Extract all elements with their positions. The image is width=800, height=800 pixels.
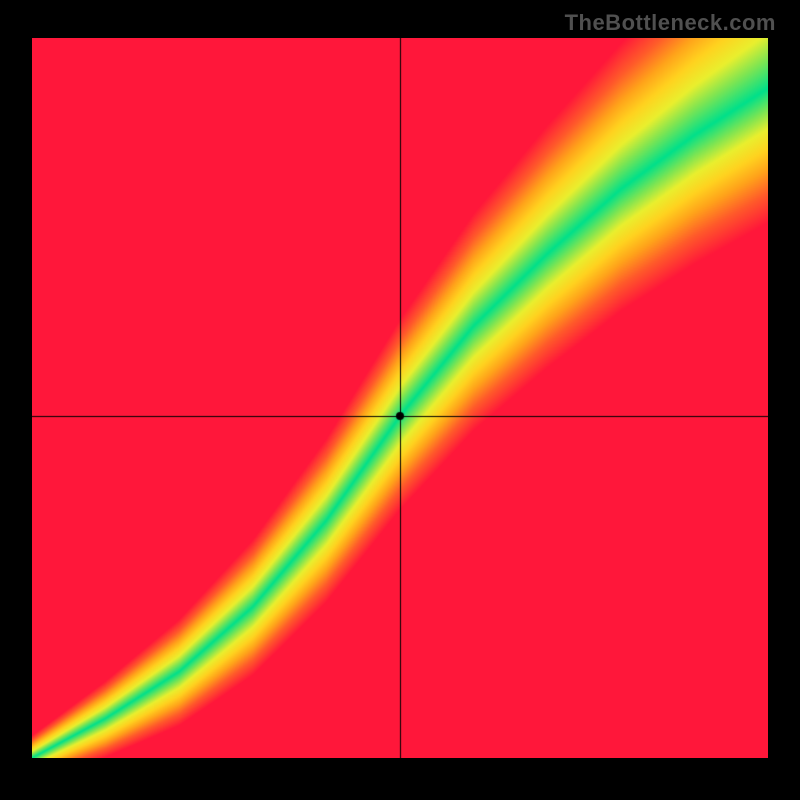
- watermark-text: TheBottleneck.com: [565, 10, 776, 36]
- plot-area: [32, 38, 768, 758]
- chart-container: TheBottleneck.com: [0, 0, 800, 800]
- heatmap-canvas: [32, 38, 768, 758]
